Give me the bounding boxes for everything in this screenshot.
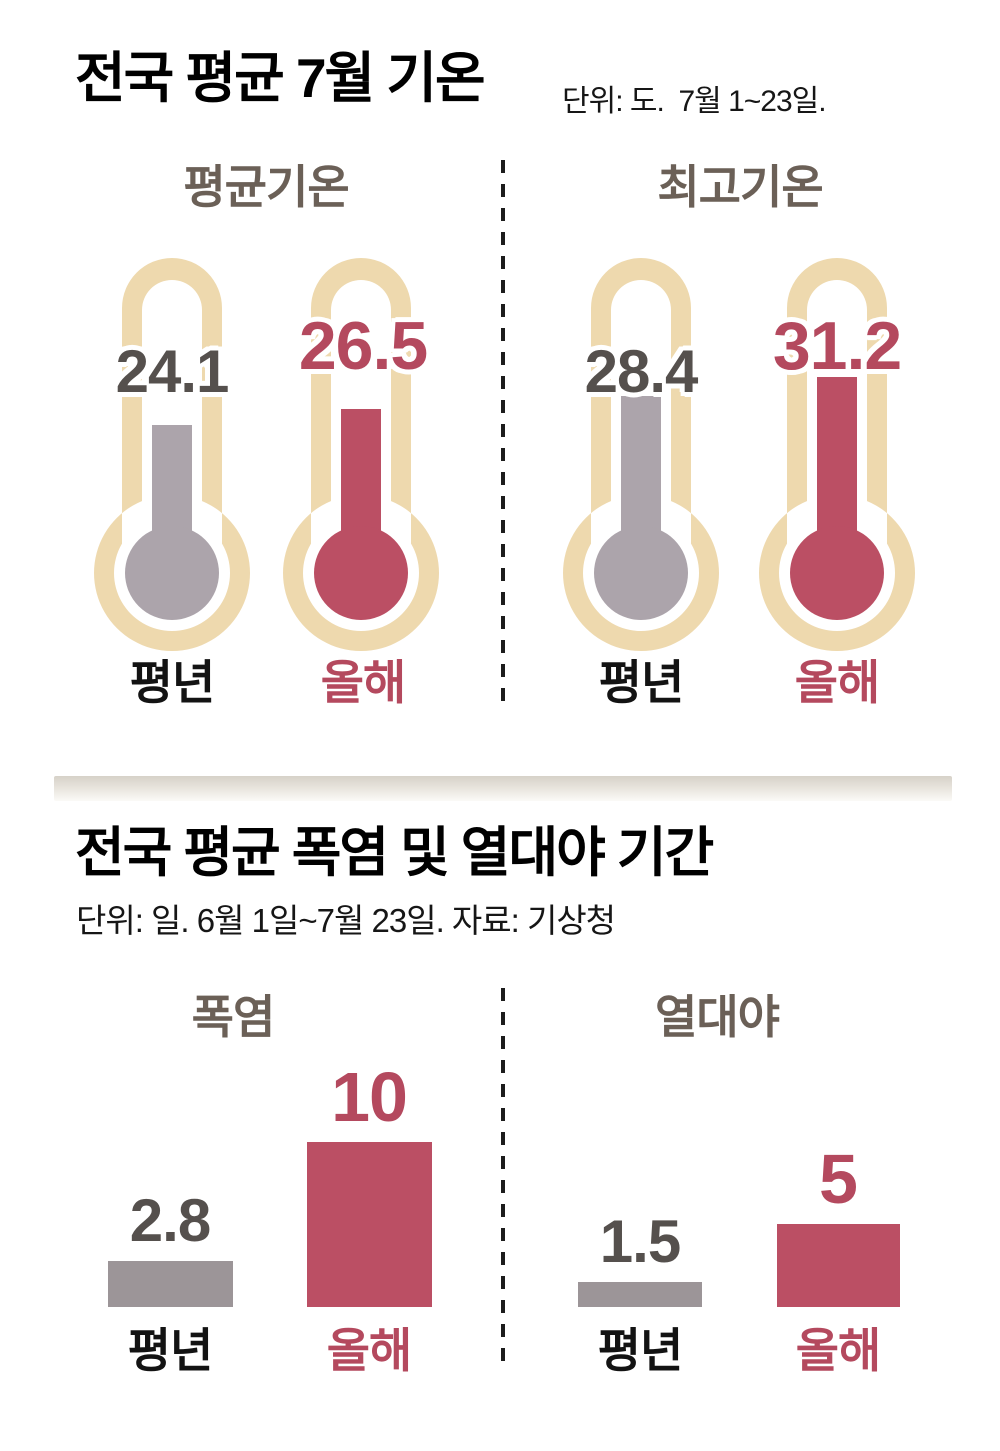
thermometer-graphic (94, 258, 251, 651)
label-normal-max: 평년 (598, 656, 684, 709)
value-thisyear-max: 31.2 (772, 308, 902, 384)
section2-title: 전국 평균 폭염 및 열대야 기간 (75, 823, 714, 883)
label-normal-average: 평년 (129, 656, 215, 709)
label-normal-heatwave: 평년 (127, 1324, 213, 1377)
bar-thisyear-tropical-night (777, 1224, 900, 1307)
thermometer-normal-max (561, 258, 721, 658)
label-thisyear-tropical-night: 올해 (795, 1324, 881, 1377)
thermometer-graphic (283, 258, 440, 651)
value-normal-average: 24.1 (115, 338, 230, 405)
group-header-max-temp: 최고기온 (657, 161, 823, 213)
thermometer-thisyear-average (281, 258, 441, 658)
thermometer-graphic (563, 258, 720, 651)
value-normal-max: 28.4 (584, 338, 699, 405)
value-thisyear-average: 26.5 (298, 308, 428, 384)
label-thisyear-average: 올해 (320, 656, 406, 709)
value-thisyear-tropical-night: 5 (819, 1140, 858, 1218)
group-header-average-temp: 평균기온 (183, 161, 349, 213)
label-thisyear-heatwave: 올해 (326, 1324, 412, 1377)
section2-unit-note: 단위: 일. 6월 1일~7월 23일. 자료: 기상청 (76, 902, 616, 939)
thermometer-graphic (759, 258, 916, 651)
group-header-tropical-night: 열대야 (655, 991, 780, 1043)
thermometer-thisyear-max (757, 258, 917, 658)
value-normal-tropical-night: 1.5 (599, 1208, 681, 1275)
value-normal-heatwave: 2.8 (129, 1187, 211, 1254)
group-header-heatwave: 폭염 (191, 991, 276, 1043)
dashed-divider-top (501, 160, 505, 712)
section1-title: 전국 평균 7월 기온 (75, 47, 486, 109)
bar-thisyear-heatwave (307, 1142, 432, 1307)
label-thisyear-max: 올해 (794, 656, 880, 709)
dashed-divider-bottom (501, 988, 505, 1370)
label-normal-tropical-night: 평년 (597, 1324, 683, 1377)
thermometer-normal-average (92, 258, 252, 658)
bar-normal-tropical-night (578, 1282, 702, 1307)
bar-normal-heatwave (108, 1261, 233, 1307)
value-thisyear-heatwave: 10 (331, 1058, 408, 1136)
section-divider-band (54, 776, 952, 801)
section1-unit-note: 단위: 도. 7월 1~23일. (562, 85, 827, 118)
